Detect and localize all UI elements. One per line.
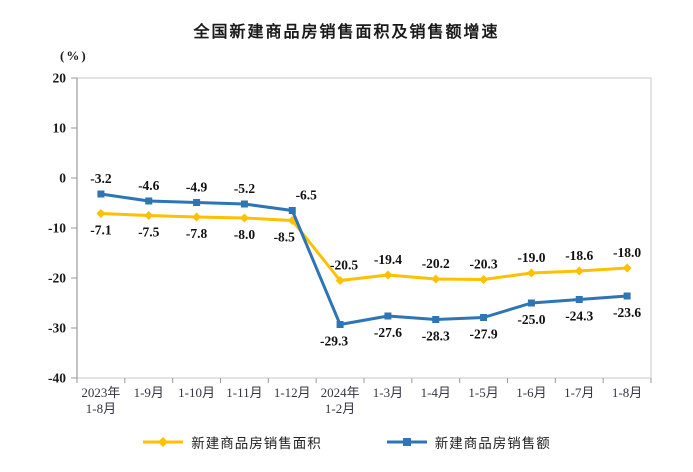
svg-text:-19.0: -19.0	[517, 250, 545, 265]
legend-marker-sales-amount-icon	[386, 438, 427, 446]
svg-text:-7.5: -7.5	[138, 225, 160, 240]
chart-title: 全国新建商品房销售面积及销售额增速	[193, 24, 500, 41]
svg-text:-18.6: -18.6	[565, 248, 593, 263]
svg-text:2023年: 2023年	[81, 385, 120, 400]
svg-text:-18.0: -18.0	[613, 245, 641, 260]
svg-text:-20.2: -20.2	[422, 256, 450, 271]
chart-legend: 新建商品房销售面积 新建商品房销售额	[0, 432, 693, 452]
svg-text:-8.5: -8.5	[274, 230, 296, 245]
svg-text:-19.4: -19.4	[374, 252, 402, 267]
legend-item-sales-area: 新建商品房销售面积	[142, 432, 322, 452]
svg-text:-5.2: -5.2	[234, 181, 256, 196]
legend-label-sales-amount: 新建商品房销售额	[434, 436, 551, 451]
svg-text:-20.3: -20.3	[470, 257, 498, 272]
svg-text:1-4月: 1-4月	[421, 385, 451, 400]
svg-text:1-8月: 1-8月	[86, 401, 116, 416]
svg-text:-8.0: -8.0	[234, 227, 256, 242]
svg-text:1-11月: 1-11月	[226, 385, 262, 400]
svg-text:1-5月: 1-5月	[468, 385, 498, 400]
legend-label-sales-area: 新建商品房销售面积	[191, 436, 322, 451]
legend-marker-sales-area-icon	[143, 437, 184, 447]
svg-text:-20.5: -20.5	[330, 258, 358, 273]
svg-text:1-6月: 1-6月	[516, 385, 546, 400]
svg-text:0: 0	[59, 171, 66, 186]
svg-text:-24.3: -24.3	[565, 309, 593, 324]
y-axis-unit-label: (%)	[60, 48, 88, 63]
svg-text:-7.1: -7.1	[90, 223, 112, 238]
svg-text:1-3月: 1-3月	[373, 385, 403, 400]
svg-text:2024年: 2024年	[321, 385, 360, 400]
svg-text:1-10月: 1-10月	[178, 385, 215, 400]
svg-text:1-8月: 1-8月	[612, 385, 642, 400]
svg-text:-10: -10	[48, 221, 66, 236]
svg-text:1-2月: 1-2月	[325, 401, 355, 416]
svg-text:20: 20	[53, 71, 67, 86]
svg-text:-25.0: -25.0	[517, 312, 545, 327]
svg-text:-23.6: -23.6	[613, 305, 641, 320]
svg-text:1-7月: 1-7月	[564, 385, 594, 400]
svg-text:-4.9: -4.9	[186, 180, 208, 195]
svg-text:-29.3: -29.3	[320, 334, 348, 349]
svg-text:1-9月: 1-9月	[134, 385, 164, 400]
svg-text:-40: -40	[48, 371, 66, 386]
svg-text:1-12月: 1-12月	[274, 385, 311, 400]
svg-text:-3.2: -3.2	[90, 171, 112, 186]
svg-text:-4.6: -4.6	[138, 178, 160, 193]
svg-text:10: 10	[53, 121, 67, 136]
svg-text:-28.3: -28.3	[422, 329, 450, 344]
svg-text:-27.6: -27.6	[374, 325, 402, 340]
legend-item-sales-amount: 新建商品房销售额	[386, 432, 551, 452]
svg-text:-27.9: -27.9	[470, 327, 498, 342]
svg-text:-30: -30	[48, 321, 66, 336]
svg-text:-20: -20	[48, 271, 66, 286]
svg-text:-7.8: -7.8	[186, 226, 208, 241]
svg-text:-6.5: -6.5	[296, 188, 318, 203]
